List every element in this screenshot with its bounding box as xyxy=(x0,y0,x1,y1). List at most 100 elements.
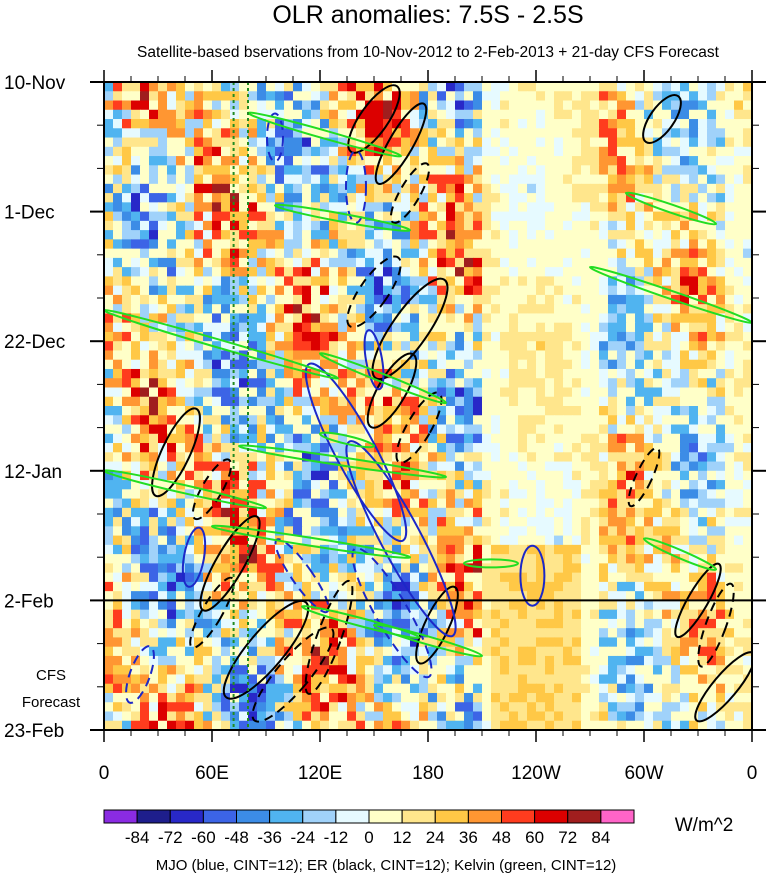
field-cell xyxy=(329,91,339,102)
field-cell xyxy=(617,498,627,509)
field-cell xyxy=(563,711,573,722)
field-cell xyxy=(437,415,447,426)
field-cell xyxy=(158,452,168,463)
field-cell xyxy=(491,461,501,472)
field-cell xyxy=(518,396,528,407)
field-cell xyxy=(617,174,627,185)
field-cell xyxy=(725,702,735,713)
field-cell xyxy=(644,165,654,176)
field-cell xyxy=(599,350,609,361)
field-cell xyxy=(140,350,150,361)
field-cell xyxy=(446,368,456,379)
field-cell xyxy=(464,128,474,139)
field-cell xyxy=(212,396,222,407)
field-cell xyxy=(104,91,114,102)
field-cell xyxy=(653,544,663,555)
field-cell xyxy=(626,563,636,574)
field-cell xyxy=(662,563,672,574)
field-cell xyxy=(401,322,411,333)
field-cell xyxy=(671,406,681,416)
field-cell xyxy=(176,183,186,194)
field-cell xyxy=(581,239,591,250)
field-cell xyxy=(689,156,699,166)
field-cell xyxy=(383,489,393,500)
field-cell xyxy=(311,443,321,453)
field-cell xyxy=(455,156,465,166)
field-cell xyxy=(122,637,132,648)
field-cell xyxy=(743,655,752,666)
field-cell xyxy=(446,387,456,398)
field-cell xyxy=(428,267,438,277)
field-cell xyxy=(347,415,357,426)
field-cell xyxy=(122,720,132,730)
field-cell xyxy=(203,285,213,296)
field-cell xyxy=(698,443,708,453)
field-cell xyxy=(716,313,726,324)
field-cell xyxy=(131,128,141,139)
field-cell xyxy=(617,183,627,194)
field-cell xyxy=(428,415,438,426)
field-cell xyxy=(104,294,114,305)
field-cell xyxy=(599,239,609,250)
field-cell xyxy=(158,82,168,92)
field-cell xyxy=(518,646,528,657)
field-cell xyxy=(554,248,564,259)
field-cell xyxy=(428,517,438,527)
field-cell xyxy=(563,517,573,527)
field-cell xyxy=(122,415,132,426)
field-cell xyxy=(320,313,330,324)
field-cell xyxy=(230,461,240,472)
field-cell xyxy=(581,646,591,657)
field-cell xyxy=(635,424,645,435)
field-cell xyxy=(131,480,141,490)
field-cell xyxy=(383,146,393,157)
field-cell xyxy=(464,109,474,120)
field-cell xyxy=(131,665,141,676)
field-cell xyxy=(428,257,438,268)
field-cell xyxy=(626,156,636,166)
field-cell xyxy=(329,137,339,148)
field-cell xyxy=(473,211,483,222)
field-cell xyxy=(626,424,636,435)
field-cell xyxy=(545,554,555,564)
field-cell xyxy=(590,267,600,277)
field-cell xyxy=(320,637,330,648)
field-cell xyxy=(266,285,276,296)
field-cell xyxy=(320,276,330,287)
field-cell xyxy=(545,581,555,592)
field-cell xyxy=(743,230,752,240)
field-cell xyxy=(644,211,654,222)
field-cell xyxy=(626,91,636,102)
field-cell xyxy=(554,433,564,444)
field-cell xyxy=(284,368,294,379)
field-cell xyxy=(149,517,159,527)
field-cell xyxy=(671,156,681,166)
field-cell xyxy=(617,554,627,564)
field-cell xyxy=(383,368,393,379)
field-cell xyxy=(329,285,339,296)
field-cell xyxy=(572,304,582,315)
field-cell xyxy=(158,544,168,555)
field-cell xyxy=(302,183,312,194)
field-cell xyxy=(590,702,600,713)
field-cell xyxy=(500,711,510,722)
field-cell xyxy=(707,517,717,527)
field-cell xyxy=(743,406,752,416)
field-cell xyxy=(590,609,600,620)
field-cell xyxy=(356,702,366,713)
field-cell xyxy=(500,146,510,157)
field-cell xyxy=(365,618,375,629)
field-cell xyxy=(680,239,690,250)
field-cell xyxy=(410,82,420,92)
field-cell xyxy=(725,452,735,463)
field-cell xyxy=(662,424,672,435)
field-cell xyxy=(293,554,303,564)
field-cell xyxy=(644,674,654,685)
field-cell xyxy=(644,618,654,629)
field-cell xyxy=(545,146,555,157)
field-cell xyxy=(734,230,744,240)
field-cell xyxy=(707,378,717,389)
field-cell xyxy=(329,359,339,370)
field-cell xyxy=(590,137,600,148)
field-cell xyxy=(437,378,447,389)
